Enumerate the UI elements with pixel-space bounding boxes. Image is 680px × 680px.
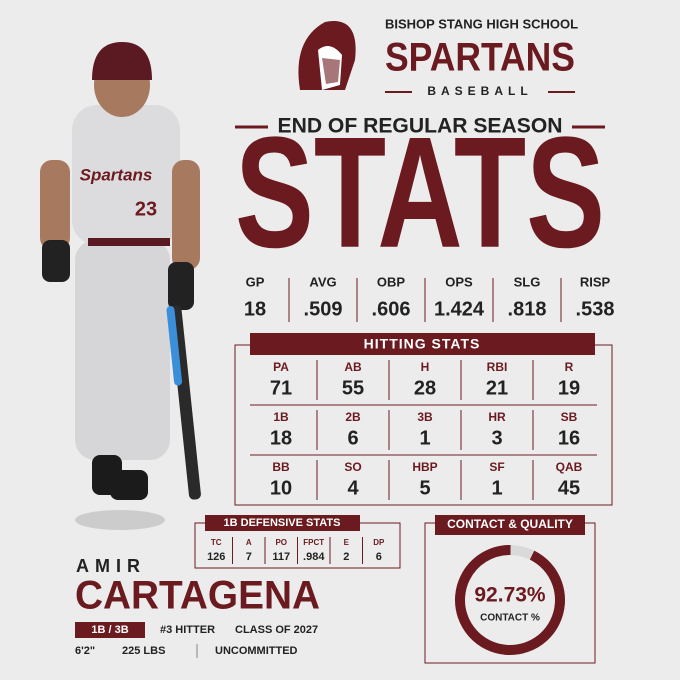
sport: BASEBALL [427, 84, 532, 98]
hitting-label: 1B [273, 410, 289, 424]
defense-value: 126 [207, 551, 225, 563]
defense-value: 6 [376, 551, 382, 563]
summary-value: .538 [576, 298, 615, 320]
contact-ring [455, 545, 565, 655]
defense-label: E [344, 538, 350, 547]
first-name: AMIR [76, 556, 146, 576]
hitting-label: HBP [412, 460, 437, 474]
logo [298, 21, 356, 90]
summary-value: .606 [372, 298, 411, 320]
jersey-text: Spartans [80, 165, 153, 184]
position: 1B / 3B [91, 624, 128, 636]
summary-value: .818 [508, 298, 547, 320]
school-name: BISHOP STANG HIGH SCHOOL [385, 16, 578, 31]
hitting-label: QAB [556, 460, 583, 474]
hitting-label: HR [488, 410, 506, 424]
contact-title: CONTACT & QUALITY [447, 517, 573, 531]
hitting-label: RBI [487, 360, 508, 374]
summary-label: OPS [445, 274, 473, 289]
hitting-label: 2B [345, 410, 361, 424]
hitting-value: 10 [270, 477, 292, 499]
defense-value: 2 [343, 551, 349, 563]
hitting-value: 71 [270, 377, 292, 399]
defense-label: A [246, 538, 252, 547]
subtitle: END OF REGULAR SEASON [278, 115, 563, 138]
hitting-label: BB [272, 460, 290, 474]
hitting-value: 19 [558, 377, 580, 399]
defense-value: .984 [303, 551, 325, 563]
hitting-value: 28 [414, 377, 436, 399]
summary-label: GP [246, 274, 265, 289]
hitting-value: 6 [347, 427, 358, 449]
hitting-value: 1 [419, 427, 430, 449]
summary-value: 1.424 [434, 298, 485, 320]
hitting-value: 5 [419, 477, 430, 499]
hitting-value: 16 [558, 427, 580, 449]
commit-status: UNCOMMITTED [215, 645, 298, 657]
defense-value: 7 [246, 551, 252, 563]
hitting-value: 18 [270, 427, 292, 449]
hitting-label: PA [273, 360, 289, 374]
class-year: CLASS OF 2027 [235, 624, 318, 636]
summary-label: RISP [580, 274, 611, 289]
summary-value: 18 [244, 298, 266, 320]
contact-value: 92.73% [474, 584, 546, 607]
last-name: CARTAGENA [75, 574, 320, 618]
player-figure: Spartans 23 [40, 42, 201, 530]
hitting-value: 3 [491, 427, 502, 449]
summary-label: OBP [377, 274, 406, 289]
height: 6'2" [75, 645, 95, 657]
jersey-number: 23 [135, 198, 157, 220]
defense-label: FPCT [303, 538, 324, 547]
hitting-value: 21 [486, 377, 508, 399]
summary-label: SLG [514, 274, 541, 289]
defense-label: TC [211, 538, 222, 547]
summary-value: .509 [304, 298, 343, 320]
hitting-title: HITTING STATS [364, 336, 481, 352]
hitting-label: 3B [417, 410, 433, 424]
hitting-label: SF [489, 460, 504, 474]
defense-value: 117 [272, 551, 290, 563]
hitting-value: 4 [347, 477, 359, 499]
hitting-label: SO [344, 460, 361, 474]
hitting-label: AB [344, 360, 362, 374]
main-title: STATS [235, 105, 605, 281]
team-name: SPARTANS [385, 36, 575, 80]
hitting-label: H [421, 360, 430, 374]
hitting-label: R [565, 360, 574, 374]
defense-title: 1B DEFENSIVE STATS [224, 517, 341, 529]
lineup: #3 HITTER [160, 624, 215, 636]
defense-label: DP [373, 538, 385, 547]
contact-label: CONTACT % [480, 613, 540, 624]
weight: 225 LBS [122, 645, 165, 657]
hitting-value: 55 [342, 377, 364, 399]
hitting-value: 1 [491, 477, 502, 499]
summary-label: AVG [309, 274, 336, 289]
defense-label: PO [275, 538, 287, 547]
hitting-label: SB [561, 410, 578, 424]
hitting-value: 45 [558, 477, 580, 499]
